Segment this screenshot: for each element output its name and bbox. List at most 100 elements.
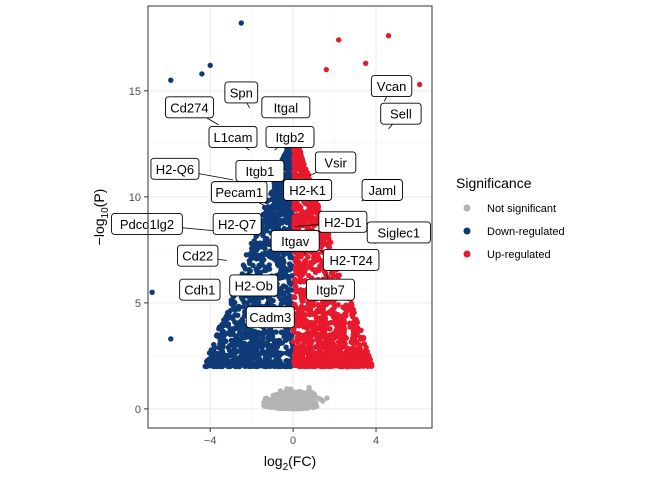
down-regulated-point <box>261 341 268 347</box>
label-box <box>165 96 214 119</box>
down-regulated-point <box>274 212 280 218</box>
up-regulated-point <box>325 233 331 240</box>
up-regulated-point <box>385 33 392 39</box>
up-regulated-point <box>307 304 313 311</box>
gene-label-text: Siglec1 <box>378 225 421 240</box>
up-regulated-point <box>326 338 332 344</box>
label-box <box>366 221 431 244</box>
down-regulated-point <box>246 346 253 353</box>
down-regulated-point <box>168 336 174 342</box>
down-regulated-point <box>241 299 247 305</box>
gene-label-itgb1: Itgb1 <box>235 159 285 182</box>
label-box <box>370 75 413 98</box>
up-regulated-point <box>344 303 350 309</box>
up-regulated-point <box>330 331 336 337</box>
up-regulated-point <box>322 359 329 365</box>
up-regulated-point <box>293 285 299 292</box>
down-regulated-point <box>281 217 287 223</box>
up-regulated-point <box>351 345 358 352</box>
down-regulated-point <box>271 197 277 203</box>
up-regulated-point <box>311 310 317 316</box>
gene-label-text: Vcan <box>377 79 407 94</box>
up-regulated-point <box>318 334 324 341</box>
down-regulated-point <box>277 199 283 205</box>
up-regulated-point <box>355 350 362 356</box>
up-regulated-point <box>302 312 308 318</box>
up-regulated-point <box>325 343 331 349</box>
gene-label-pecam1: Pecam1 <box>210 181 268 204</box>
up-regulated-point <box>306 344 312 350</box>
label-box <box>283 179 333 201</box>
up-regulated-point <box>299 278 306 285</box>
label-box <box>177 244 219 267</box>
up-regulated-point <box>306 350 312 356</box>
down-regulated-point <box>239 342 245 348</box>
up-regulated-point <box>301 210 307 217</box>
down-regulated-point <box>280 283 287 289</box>
down-regulated-point <box>267 209 274 215</box>
down-regulated-point <box>228 351 234 358</box>
down-regulated-point <box>249 246 255 252</box>
not-significant-point <box>280 402 286 409</box>
down-regulated-point <box>238 358 244 365</box>
up-regulated-point <box>330 347 337 353</box>
down-regulated-point <box>225 330 231 336</box>
label-box <box>314 151 357 174</box>
gene-label-itgb7: Itgb7 <box>305 278 355 301</box>
down-regulated-point <box>265 335 271 341</box>
up-regulated-point <box>340 332 346 338</box>
up-regulated-point <box>350 320 356 326</box>
down-regulated-point <box>235 320 242 326</box>
down-regulated-point <box>238 335 245 342</box>
gene-label-itgal: Itgal <box>261 96 311 119</box>
label-box <box>224 81 259 104</box>
down-regulated-point <box>236 363 242 370</box>
up-regulated-point <box>308 217 314 223</box>
up-regulated-point <box>335 333 341 340</box>
up-regulated-point <box>363 60 369 66</box>
up-regulated-point <box>338 336 345 343</box>
down-regulated-point <box>248 336 255 342</box>
down-regulated-point <box>276 360 282 367</box>
up-regulated-point <box>307 221 313 228</box>
label-box <box>318 210 368 233</box>
down-regulated-point <box>243 252 250 258</box>
down-regulated-point <box>228 301 235 307</box>
gene-labels: Spn Itgal Cd274 Vcan Sell L1cam Itgb2 Vsir H2-Q6… <box>111 75 431 329</box>
gene-label-text: Itgb7 <box>316 283 345 298</box>
down-regulated-point <box>218 361 224 367</box>
down-regulated-point <box>288 287 295 293</box>
gene-label-text: H2-Q6 <box>156 162 194 177</box>
down-regulated-point <box>274 258 280 265</box>
down-regulated-point <box>236 324 242 330</box>
up-regulated-point <box>312 354 319 360</box>
down-regulated-point <box>280 257 286 263</box>
down-regulated-point <box>260 211 266 218</box>
down-regulated-point <box>227 307 234 314</box>
up-regulated-point <box>299 157 306 164</box>
legend-title: Significance <box>456 175 532 191</box>
down-regulated-point <box>199 71 205 77</box>
gene-label-cadm3: Cadm3 <box>245 306 295 329</box>
up-regulated-point <box>304 225 310 231</box>
up-regulated-point <box>325 351 331 357</box>
gene-label-text: H2-D1 <box>324 215 362 230</box>
up-regulated-point <box>325 320 331 326</box>
label-box <box>305 278 355 301</box>
not-significant-point <box>303 405 310 411</box>
gene-label-itgb2: Itgb2 <box>265 126 315 148</box>
down-regulated-point <box>284 273 290 279</box>
gene-label-text: Vsir <box>324 155 347 170</box>
not-significant-point <box>315 395 322 401</box>
down-regulated-point <box>278 209 285 215</box>
up-regulated-point <box>296 269 302 275</box>
up-regulated-point <box>329 270 336 276</box>
up-regulated-point <box>306 272 312 279</box>
label-box <box>111 212 183 235</box>
up-regulated-point <box>290 168 297 174</box>
up-regulated-point <box>332 302 338 309</box>
down-regulated-point <box>247 268 253 274</box>
down-regulated-point <box>241 330 247 337</box>
up-regulated-point <box>301 173 307 180</box>
gene-label-text: Cdh1 <box>184 283 215 298</box>
